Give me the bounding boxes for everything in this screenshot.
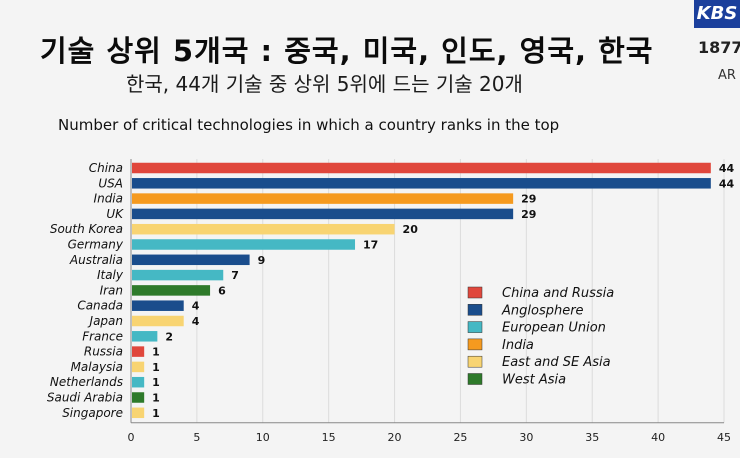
category-label-saudi-arabia: Saudi Arabia <box>47 391 123 405</box>
legend-swatch-india <box>467 338 483 351</box>
x-tick-label-45: 45 <box>717 431 731 444</box>
x-tick-label-40: 40 <box>651 431 665 444</box>
category-label-malaysia: Malaysia <box>71 360 123 374</box>
x-tick-label-0: 0 <box>128 431 135 444</box>
value-label-france: 2 <box>165 330 173 343</box>
bar-japan <box>132 315 184 327</box>
bar-france <box>132 331 158 342</box>
chart-title: Number of critical technologies in which… <box>58 116 560 134</box>
category-label-south-korea: South Korea <box>50 222 123 236</box>
side-number: 1877 <box>698 38 740 57</box>
category-label-canada: Canada <box>77 299 123 313</box>
subheadline: 한국, 44개 기술 중 상위 5위에 드는 기술 20개 <box>126 72 523 96</box>
chart-bars <box>132 162 711 419</box>
bar-canada <box>132 300 184 311</box>
x-tick-label-5: 5 <box>193 431 200 444</box>
legend-label-india: India <box>502 338 534 353</box>
legend-swatch-european-union <box>467 321 483 333</box>
value-label-saudi-arabia: 1 <box>152 392 160 405</box>
bar-italy <box>132 269 224 281</box>
value-label-iran: 6 <box>218 284 226 297</box>
category-label-russia: Russia <box>84 345 123 359</box>
category-label-netherlands: Netherlands <box>50 375 123 389</box>
value-label-japan: 4 <box>192 315 200 328</box>
bar-iran <box>132 285 211 296</box>
chart-grid <box>130 159 725 424</box>
value-label-canada: 4 <box>192 300 200 313</box>
value-label-australia: 9 <box>258 254 266 267</box>
category-label-italy: Italy <box>97 268 124 282</box>
x-tick-label-10: 10 <box>256 431 270 444</box>
legend-label-east-and-se-asia: East and SE Asia <box>502 355 611 370</box>
headline: 기술 상위 5개국 : 중국, 미국, 인도, 영국, 한국 <box>40 34 654 68</box>
bar-netherlands <box>132 376 145 388</box>
legend-label-china-and-russia: China and Russia <box>502 286 614 301</box>
bar-australia <box>132 254 250 266</box>
legend-swatch-anglosphere <box>467 304 483 316</box>
category-label-germany: Germany <box>68 238 124 252</box>
bar-singapore <box>132 407 145 419</box>
category-label-france: France <box>82 329 123 343</box>
chart-legend: China and Russia Anglosphere European Unio… <box>467 286 614 388</box>
category-label-china: China <box>89 161 123 175</box>
category-label-usa: USA <box>98 176 123 190</box>
x-tick-label-30: 30 <box>519 431 533 444</box>
category-label-iran: Iran <box>100 283 123 297</box>
broadcaster-logo: KBS <box>694 0 740 28</box>
legend-label-west-asia: West Asia <box>502 373 566 388</box>
value-label-malaysia: 1 <box>152 361 160 374</box>
value-label-russia: 1 <box>152 346 160 359</box>
side-text: AR <box>718 68 736 83</box>
legend-swatch-china-and-russia <box>467 286 483 299</box>
value-label-singapore: 1 <box>152 407 160 420</box>
x-tick-label-20: 20 <box>388 431 402 444</box>
bar-germany <box>132 239 356 250</box>
category-label-singapore: Singapore <box>62 406 123 420</box>
value-label-usa: 44 <box>719 177 735 190</box>
value-label-south-korea: 20 <box>403 223 419 236</box>
category-label-india: India <box>94 192 123 206</box>
legend-swatch-west-asia <box>467 373 483 385</box>
category-label-uk: UK <box>106 207 124 221</box>
x-tick-label-35: 35 <box>585 431 599 444</box>
bar-uk <box>132 208 514 220</box>
category-label-australia: Australia <box>69 253 123 267</box>
bar-usa <box>132 178 711 189</box>
value-label-germany: 17 <box>363 239 378 252</box>
bar-saudi-arabia <box>132 392 145 403</box>
x-axis-ticks: 0 5 10 15 20 25 30 35 40 45 <box>128 431 732 444</box>
bar-malaysia <box>132 361 145 373</box>
category-label-japan: Japan <box>88 314 123 328</box>
bar-india <box>132 193 514 204</box>
bar-china <box>132 162 711 174</box>
value-label-italy: 7 <box>231 269 239 282</box>
value-label-india: 29 <box>521 193 536 206</box>
value-label-netherlands: 1 <box>152 376 160 389</box>
value-label-china: 44 <box>719 162 735 175</box>
legend-label-european-union: European Union <box>502 321 606 336</box>
legend-swatch-east-and-se-asia <box>467 355 483 368</box>
bar-russia <box>132 346 145 357</box>
value-label-uk: 29 <box>521 208 536 221</box>
x-tick-label-15: 15 <box>322 431 336 444</box>
x-tick-label-25: 25 <box>453 431 467 444</box>
legend-label-anglosphere: Anglosphere <box>501 303 584 318</box>
bar-south-korea <box>132 223 395 235</box>
